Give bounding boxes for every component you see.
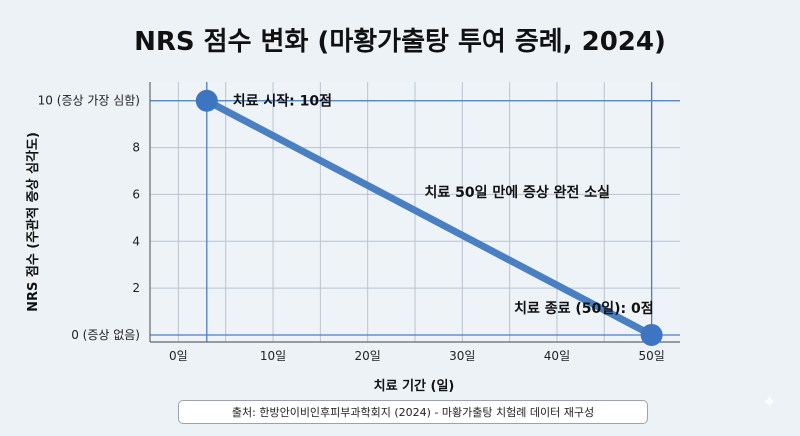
y-axis-label: NRS 점수 (주관적 증상 심각도): [25, 132, 41, 312]
axes: [149, 82, 680, 343]
x-tick-label: 50일: [638, 349, 664, 363]
data-point: [640, 323, 663, 346]
y-tick-label: 4: [132, 234, 140, 248]
x-tick-label: 20일: [355, 349, 381, 363]
y-tick-label: 8: [132, 141, 140, 155]
x-tick-label: 30일: [449, 349, 475, 363]
y-tick-label: 10 (증상 가장 심함): [38, 94, 140, 108]
grid: [150, 82, 680, 342]
highlight-guides: [150, 82, 680, 342]
annotation: 치료 종료 (50일): 0점: [514, 300, 654, 317]
sparkle-icon: ✦: [762, 392, 778, 413]
y-tick-label: 2: [132, 281, 140, 295]
annotation: 치료 50일 만에 증상 완전 소실: [424, 184, 610, 201]
tick-labels: 0일 10일 20일 30일 40일 50일 0 (증상 없음) 2 4 6 8 10 (증상 가장 …: [38, 94, 665, 363]
series: [195, 89, 663, 346]
x-tick-label: 40일: [544, 349, 570, 363]
annotation: 치료 시작: 10점: [233, 93, 332, 110]
chart-title: NRS 점수 변화 (마황가출탕 투여 증례, 2024): [134, 27, 666, 57]
series-line: [203, 97, 656, 339]
data-point: [195, 89, 218, 112]
y-tick-label: 6: [132, 187, 140, 201]
x-tick-label: 0일: [169, 349, 188, 363]
x-tick-label: 10일: [260, 349, 286, 363]
x-axis-label: 치료 기간 (일): [374, 378, 455, 394]
y-tick-label: 0 (증상 없음): [71, 328, 140, 342]
source-caption: 출처: 한방안이비인후피부과학회지 (2024) - 마황가출탕 치험례 데이터…: [178, 400, 648, 424]
